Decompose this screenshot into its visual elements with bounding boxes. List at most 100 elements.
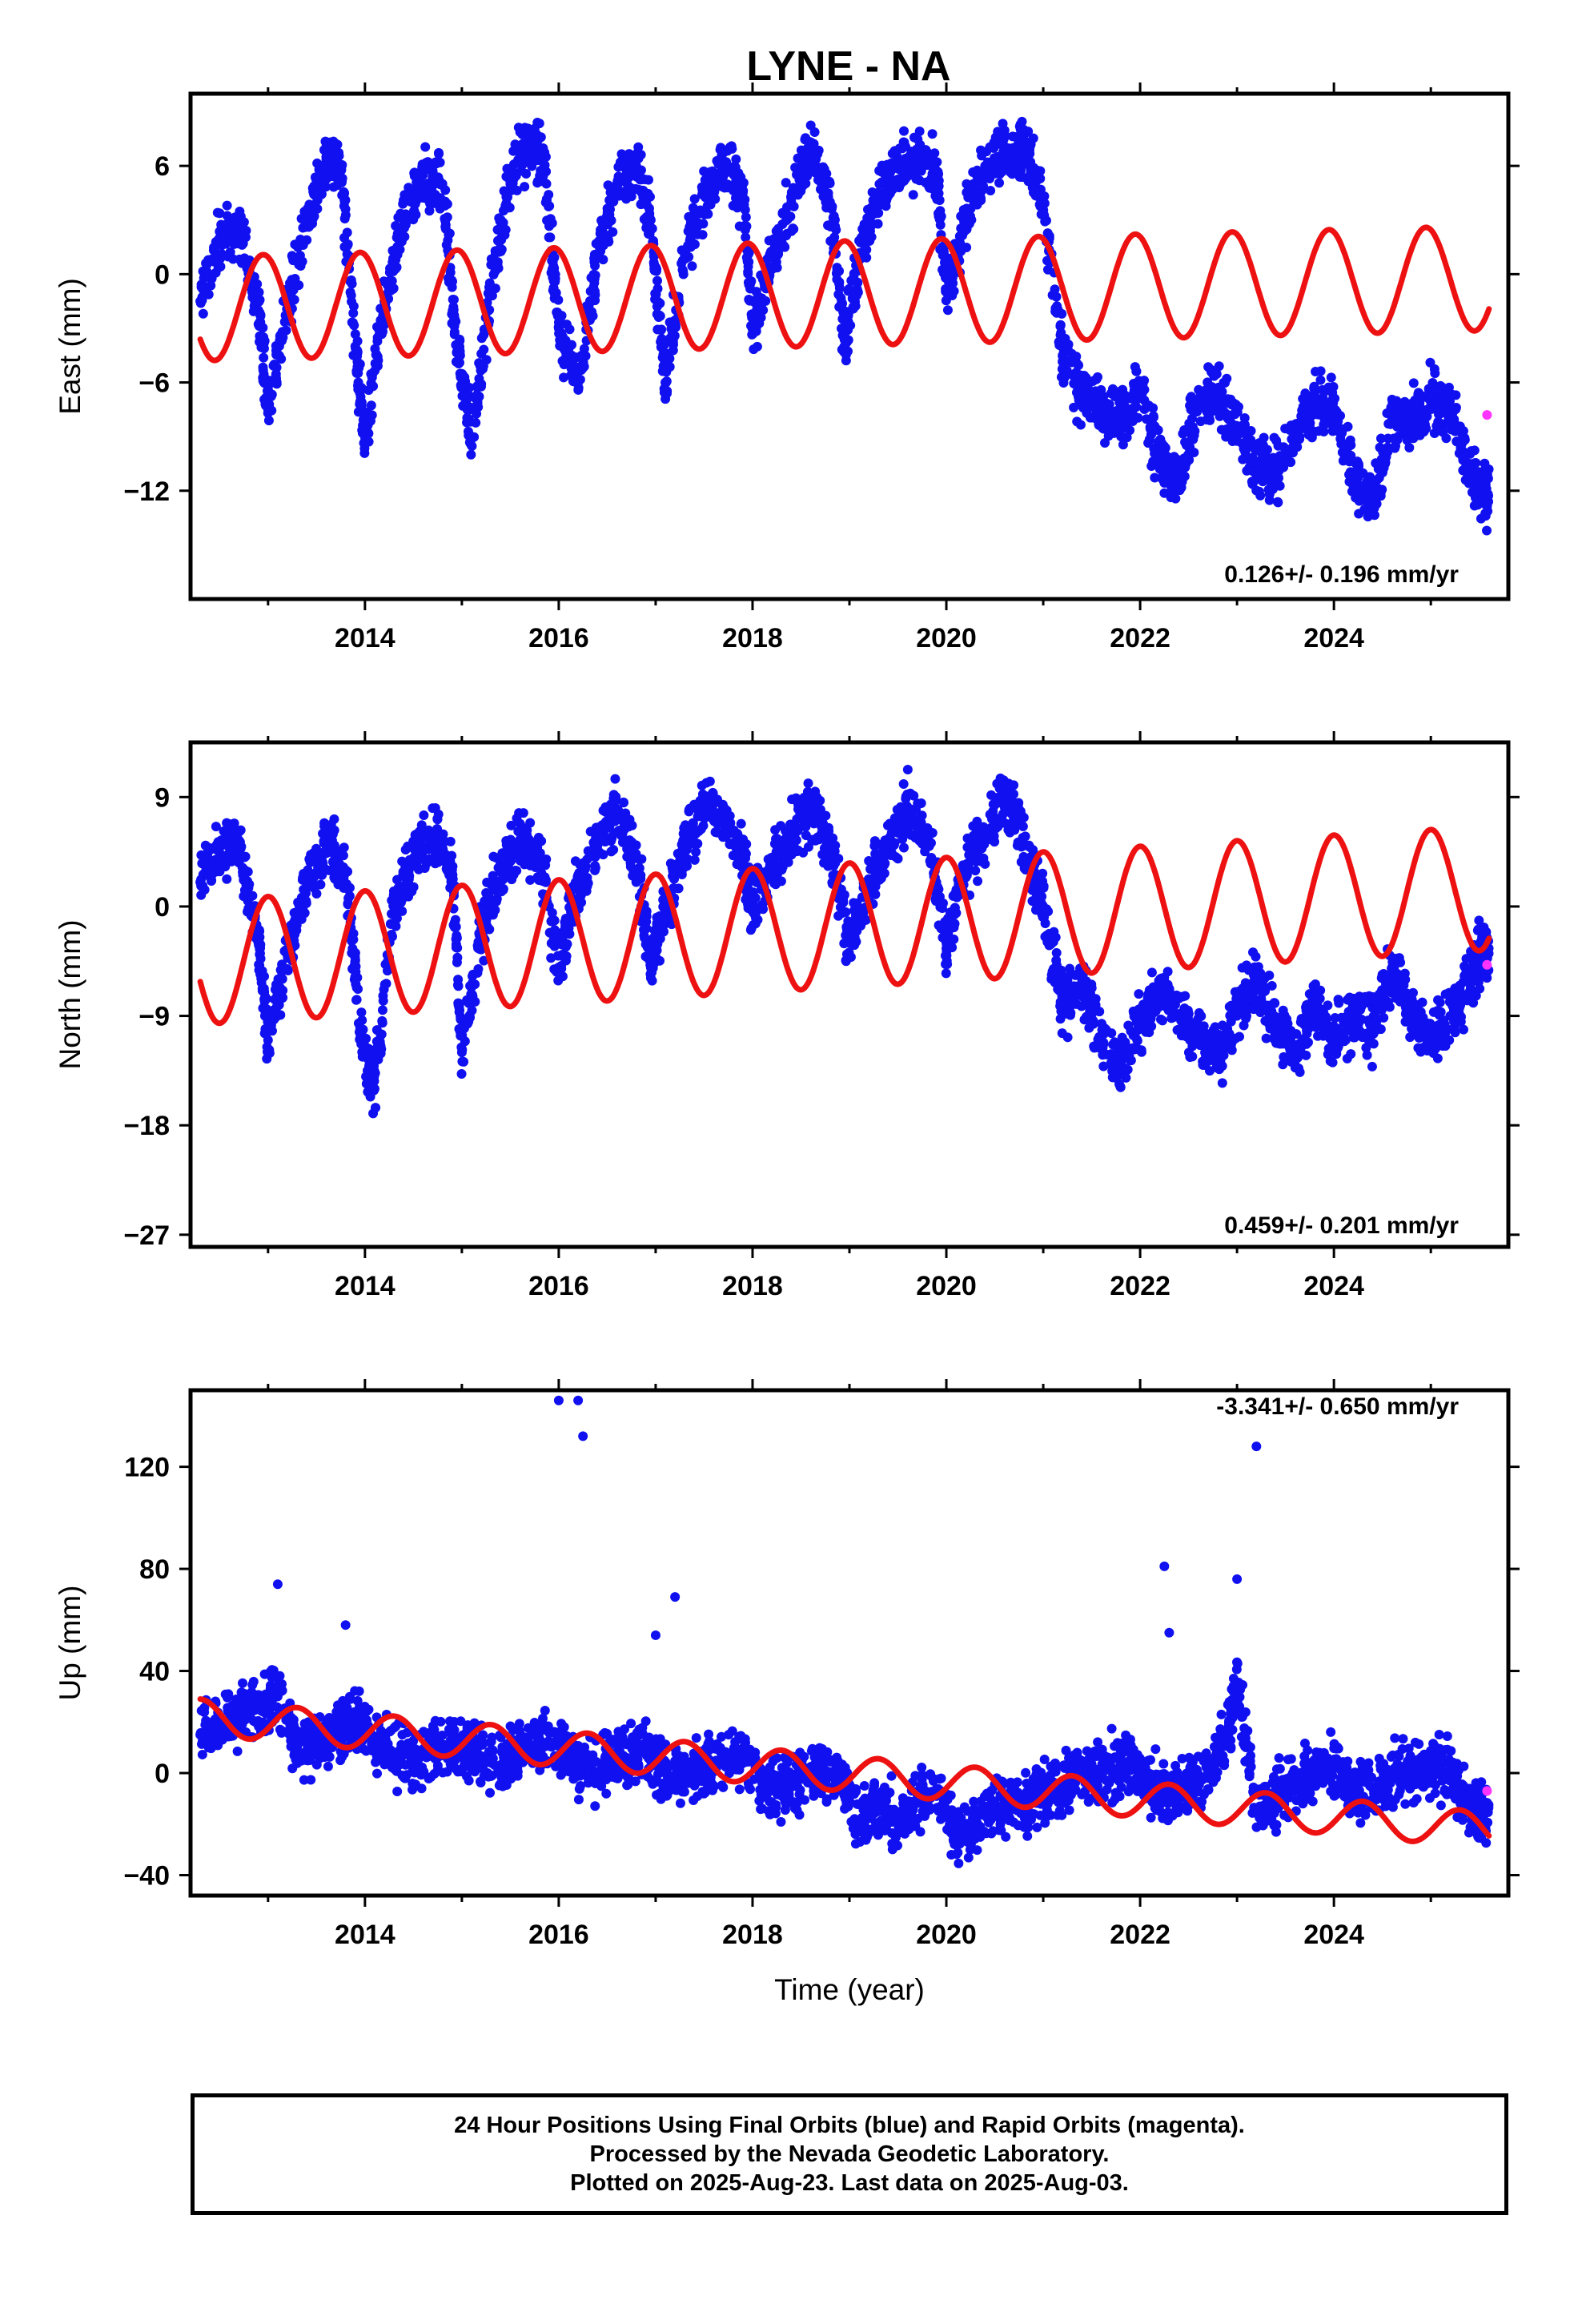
east-data-point — [1185, 393, 1195, 404]
east-data-point — [472, 394, 483, 404]
east-data-point — [861, 220, 871, 231]
north-data-point — [739, 846, 749, 856]
east-data-point — [343, 239, 353, 249]
east-data-point — [259, 352, 269, 363]
east-data-point — [1058, 377, 1069, 388]
east-data-point — [1482, 525, 1492, 536]
east-x-tick-label: 2018 — [722, 623, 783, 653]
east-data-point — [968, 179, 978, 189]
east-data-point — [636, 199, 647, 209]
east-data-point — [1390, 443, 1400, 453]
north-data-point — [274, 999, 284, 1010]
east-data-point — [287, 251, 298, 262]
east-data-point — [1062, 344, 1073, 355]
north-data-point — [749, 908, 759, 919]
east-data-point — [443, 235, 453, 246]
east-data-point — [1368, 493, 1379, 504]
north-data-point — [619, 820, 629, 830]
east-data-point — [809, 139, 819, 149]
east-data-point — [1060, 333, 1070, 344]
east-data-point — [408, 187, 419, 198]
north-data-point — [323, 831, 333, 842]
east-data-point — [1421, 424, 1431, 434]
north-data-point — [382, 966, 392, 976]
east-data-point — [555, 314, 565, 324]
east-data-point — [781, 178, 791, 188]
north-data-point — [793, 804, 803, 814]
east-data-point — [492, 224, 503, 235]
north-data-point — [235, 825, 246, 835]
east-data-point — [296, 237, 307, 247]
east-data-point — [655, 311, 665, 321]
east-data-point — [442, 199, 452, 209]
east-data-point — [904, 171, 914, 181]
east-data-point — [652, 324, 663, 335]
north-data-point — [479, 955, 489, 966]
east-data-point — [882, 189, 893, 199]
east-data-point — [1208, 369, 1219, 380]
east-data-point — [614, 191, 624, 201]
east-data-point — [796, 153, 806, 163]
east-data-point — [1438, 392, 1448, 403]
east-data-point — [757, 293, 767, 304]
east-data-point — [451, 316, 461, 327]
east-data-point — [1098, 423, 1108, 433]
east-data-point — [885, 179, 895, 190]
east-data-point — [1280, 444, 1291, 454]
east-data-point — [1176, 471, 1186, 481]
north-data-point — [236, 842, 247, 852]
north-data-point — [484, 890, 494, 900]
north-data-point — [343, 898, 353, 908]
east-data-point — [830, 221, 841, 231]
east-data-point — [918, 161, 929, 171]
east-data-point — [409, 195, 420, 205]
east-data-point — [349, 320, 359, 331]
east-data-point — [353, 407, 363, 417]
east-data-point — [215, 208, 225, 219]
east-data-point — [367, 372, 377, 383]
north-data-point — [606, 811, 616, 822]
north-x-tick-label: 2024 — [1303, 1271, 1364, 1301]
north-data-point — [506, 841, 516, 851]
east-data-point — [984, 172, 994, 183]
east-data-point — [239, 217, 249, 227]
east-data-point — [689, 194, 700, 204]
north-data-point — [750, 919, 761, 929]
east-data-point — [1021, 157, 1031, 167]
north-x-tick-label: 2022 — [1110, 1271, 1170, 1301]
north-data-point — [347, 943, 358, 954]
east-data-point — [579, 344, 589, 354]
east-data-point — [1003, 147, 1014, 157]
north-data-point — [612, 805, 623, 815]
east-data-point — [1185, 442, 1195, 452]
north-data-point — [430, 858, 440, 869]
north-data-point — [473, 943, 484, 953]
north-data-point — [776, 821, 786, 831]
east-data-point — [239, 255, 249, 265]
north-data-point — [802, 786, 813, 797]
east-data-point — [908, 190, 918, 200]
north-data-point — [196, 850, 207, 860]
east-data-point — [994, 178, 1005, 188]
east-data-point — [1404, 442, 1415, 452]
east-data-point — [814, 169, 825, 179]
east-data-point — [739, 198, 749, 208]
east-data-point — [934, 169, 944, 179]
east-data-point — [598, 231, 608, 242]
east-data-point — [384, 267, 395, 278]
east-data-point — [307, 219, 318, 229]
north-y-tick-label: −9 — [139, 1002, 170, 1032]
east-data-point — [493, 263, 504, 273]
north-data-point — [646, 961, 656, 971]
east-data-point — [271, 345, 281, 356]
north-data-point — [453, 998, 464, 1008]
east-data-point — [1159, 478, 1170, 489]
east-data-point — [541, 179, 552, 189]
east-data-point — [235, 207, 245, 217]
east-data-point — [589, 286, 600, 296]
north-data-point — [283, 965, 293, 975]
east-data-point — [1354, 509, 1364, 519]
east-data-point — [1369, 510, 1379, 521]
east-data-point — [455, 347, 465, 357]
north-data-point — [710, 827, 721, 838]
